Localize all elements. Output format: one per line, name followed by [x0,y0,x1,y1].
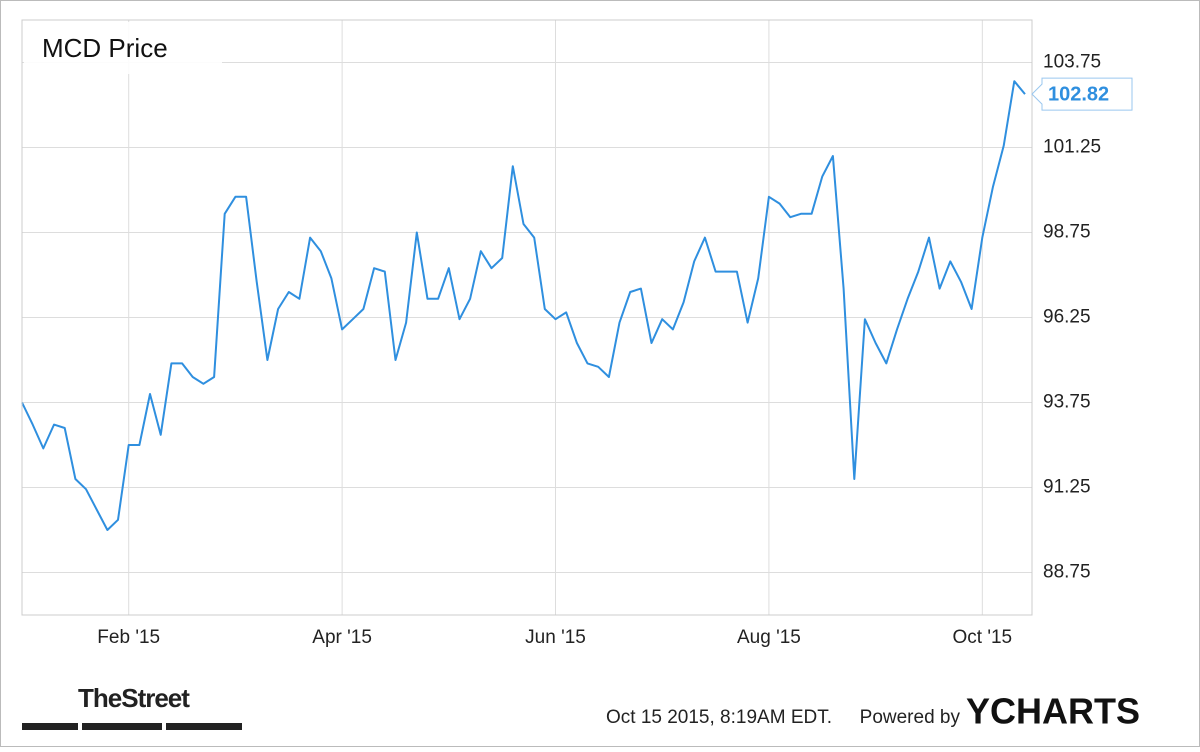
brand-bar [22,723,78,730]
y-tick-label: 93.75 [1043,392,1091,413]
price-line [21,80,1026,531]
title-box [24,22,222,74]
y-tick-label: 101.25 [1043,137,1101,158]
plot-area [21,20,1032,615]
x-tick-label: Jun '15 [525,627,586,648]
y-tick-label: 91.25 [1043,477,1091,498]
y-tick-label: 88.75 [1043,562,1091,583]
ycharts-logo: YCHARTS [966,691,1140,732]
chart-title: MCD Price [42,33,168,63]
brand: TheStreet [78,683,190,713]
y-tick-label: 96.25 [1043,307,1091,328]
powered-by: Powered by [860,707,961,728]
brand-bar [82,723,162,730]
plot-border [21,19,1033,616]
x-tick-label: Feb '15 [97,627,160,648]
y-tick-label: 98.75 [1043,222,1091,243]
x-tick-label: Apr '15 [312,627,372,648]
last-value-label: 102.82 [1048,83,1109,105]
x-tick-label: Oct '15 [953,627,1013,648]
y-tick-label: 103.75 [1043,52,1101,73]
last-value-callout [1031,77,1133,111]
timestamp: Oct 15 2015, 8:19AM EDT. [606,707,832,728]
brand-bar [166,723,242,730]
x-tick-label: Aug '15 [737,627,801,648]
